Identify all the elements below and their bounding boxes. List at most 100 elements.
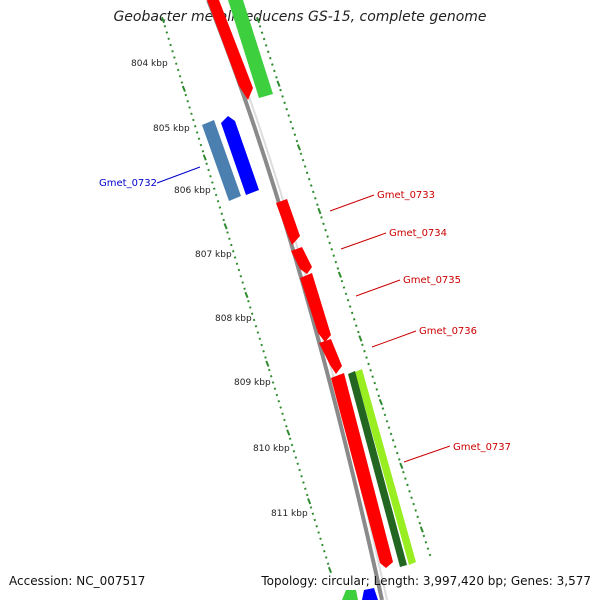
ruler-minor-tick <box>371 375 374 378</box>
ruler-minor-tick <box>275 76 278 79</box>
gene-label-gmet-0732[interactable]: Gmet_0732 <box>99 178 157 189</box>
ruler-minor-tick <box>268 56 272 60</box>
ruler-minor-tick <box>410 496 413 499</box>
gene-label-gmet-0737[interactable]: Gmet_0737 <box>453 442 511 453</box>
bottom-gc-feature[interactable] <box>342 590 358 600</box>
ruler-minor-tick <box>258 25 262 28</box>
ruler-minor-tick <box>350 311 354 315</box>
ruler-minor-tick <box>299 152 303 156</box>
ruler-minor-tick <box>393 445 397 449</box>
ruler-major-tick <box>296 144 302 151</box>
ruler-minor-tick <box>373 381 377 385</box>
ruler-minor-tick <box>271 63 274 66</box>
ruler-minor-tick <box>273 69 276 73</box>
ruler-minor-tick <box>309 184 313 187</box>
ruler-minor-tick <box>199 143 203 147</box>
ruler-minor-tick <box>414 509 417 512</box>
ruler-minor-tick <box>334 260 338 264</box>
ruler-minor-tick <box>205 162 208 166</box>
ruler-minor-tick <box>383 413 387 417</box>
bottom-blue-feature[interactable] <box>362 588 378 600</box>
ruler-minor-tick <box>304 487 307 491</box>
ruler-minor-tick <box>281 95 284 98</box>
ruler-minor-tick <box>305 171 309 175</box>
ruler-minor-tick <box>324 556 328 559</box>
ruler-minor-tick <box>190 112 193 116</box>
ruler-minor-tick <box>317 531 320 534</box>
ruler-minor-tick <box>171 49 174 53</box>
ruler-major-tick <box>286 429 291 436</box>
ruler-minor-tick <box>247 299 250 303</box>
ruler-minor-tick <box>321 543 324 547</box>
ruler-minor-tick <box>252 318 256 322</box>
ruler-minor-tick <box>209 174 212 178</box>
ruler-right <box>255 16 432 557</box>
cds-gmet-0733[interactable] <box>276 199 300 245</box>
ruler-minor-tick <box>211 181 214 184</box>
ruler-minor-tick <box>178 74 182 78</box>
ruler-minor-tick <box>406 483 409 487</box>
ruler-minor-tick <box>315 524 319 528</box>
gene-label-gmet-0734[interactable]: Gmet_0734 <box>389 228 447 239</box>
gene-label-gmet-0736[interactable]: Gmet_0736 <box>419 326 477 337</box>
ruler-minor-tick <box>241 281 245 284</box>
gc-content-top[interactable] <box>228 0 273 98</box>
ruler-minor-tick <box>235 262 239 266</box>
ruler-minor-tick <box>307 177 311 181</box>
cds-gmet-0734[interactable] <box>291 247 312 274</box>
ruler-major-tick <box>244 291 249 299</box>
ruler-minor-tick <box>385 419 389 423</box>
ruler-minor-tick <box>377 394 381 398</box>
gene-label-gmet-0735[interactable]: Gmet_0735 <box>403 275 461 286</box>
gene-label-gmet-0733[interactable]: Gmet_0733 <box>377 190 435 201</box>
ruler-minor-tick <box>167 37 170 41</box>
ruler-minor-tick <box>264 356 267 359</box>
ruler-minor-tick <box>218 206 222 209</box>
blue-feature-outer[interactable] <box>202 120 241 201</box>
tick-label: 811 kbp <box>271 509 308 519</box>
ruler-minor-tick <box>298 468 301 472</box>
ruler-minor-tick <box>367 362 370 366</box>
ruler-minor-tick <box>250 312 254 316</box>
ruler-minor-tick <box>302 481 305 484</box>
gc-skew-negative[interactable] <box>348 371 407 567</box>
ruler-minor-tick <box>375 388 379 391</box>
accession-text: Accession: NC_007517 <box>9 574 146 588</box>
gc-skew-positive[interactable] <box>355 369 416 565</box>
ruler-minor-tick <box>328 241 331 245</box>
blue-feature-arrow[interactable] <box>221 116 259 195</box>
ruler-minor-tick <box>296 462 300 466</box>
ruler-minor-tick <box>186 99 189 103</box>
ruler-minor-tick <box>256 331 260 334</box>
ruler-major-tick <box>307 498 312 505</box>
ruler-minor-tick <box>294 456 298 459</box>
ruler-minor-tick <box>243 287 246 291</box>
ruler-minor-tick <box>395 451 399 455</box>
ruler-major-tick <box>276 80 281 87</box>
cds-gmet-0735[interactable] <box>300 273 331 342</box>
ruler-minor-tick <box>336 267 340 270</box>
ruler-minor-tick <box>248 306 252 309</box>
ruler-minor-tick <box>412 502 415 506</box>
cds-gmet-0736[interactable] <box>319 339 342 374</box>
ruler-minor-tick <box>422 534 426 538</box>
ruler-minor-tick <box>239 274 243 278</box>
ruler-major-tick <box>160 16 166 24</box>
ruler-major-tick <box>337 271 342 278</box>
ruler-minor-tick <box>397 458 401 461</box>
cds-gmet-0737[interactable] <box>331 373 393 568</box>
ruler-minor-tick <box>173 56 176 59</box>
cds-feature-top-red[interactable] <box>207 0 253 100</box>
ruler-minor-tick <box>176 68 180 72</box>
ruler-minor-tick <box>201 149 205 153</box>
ruler-minor-tick <box>332 254 336 257</box>
ruler-minor-tick <box>269 374 273 378</box>
ruler-major-tick <box>181 85 186 92</box>
ruler-minor-tick <box>262 37 266 41</box>
genome-summary-text: Topology: circular; Length: 3,997,420 bp… <box>261 574 591 588</box>
ruler-minor-tick <box>184 93 188 97</box>
ruler-minor-tick <box>222 218 226 222</box>
ruler-minor-tick <box>262 349 265 353</box>
ruler-minor-tick <box>295 139 299 143</box>
